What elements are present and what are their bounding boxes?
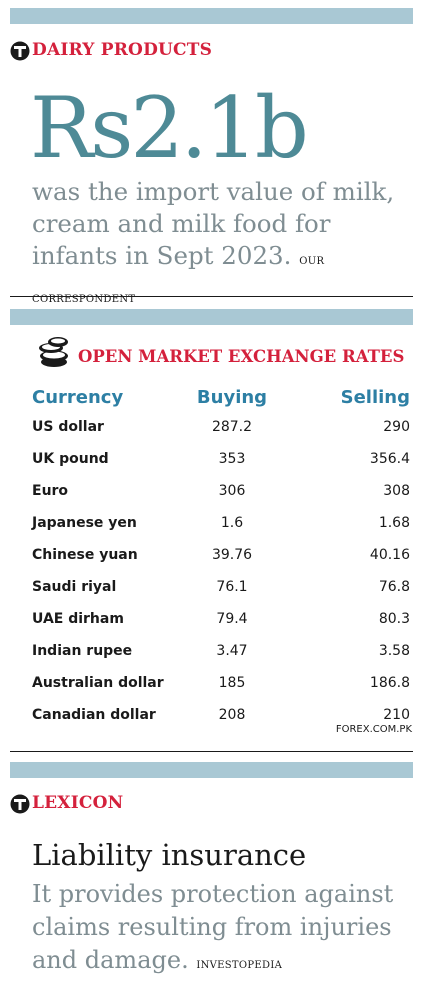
buying-rate: 306	[218, 483, 246, 499]
currency-name: UAE dirham	[32, 611, 124, 627]
table-row: Chinese yuan 39.76 40.16	[32, 539, 410, 571]
tribune-t-icon	[10, 41, 30, 61]
currency-name: US dollar	[32, 419, 104, 435]
section-band-exchange	[10, 309, 413, 325]
currency-name: Indian rupee	[32, 643, 133, 659]
selling-rate: 186.8	[369, 675, 410, 691]
selling-rate: 40.16	[369, 547, 410, 563]
column-header-selling: Selling	[340, 386, 410, 408]
exchange-source: FOREX.COM.PK	[335, 724, 412, 735]
table-row: Japanese yen 1.6 1.68	[32, 507, 410, 539]
buying-rate: 1.6	[220, 515, 244, 531]
dairy-credit: OUR CORRESPONDENT	[32, 256, 325, 305]
table-row: US dollar 287.2 290	[32, 411, 410, 443]
divider-1	[10, 296, 413, 297]
buying-rate: 76.1	[216, 579, 248, 595]
exchange-title: OPEN MARKET EXCHANGE RATES	[78, 347, 405, 366]
table-row: Euro 306 308	[32, 475, 410, 507]
section-band-lexicon	[10, 762, 413, 778]
dairy-description: was the import value of milk, cream and …	[32, 176, 417, 316]
selling-rate: 1.68	[378, 515, 410, 531]
dairy-kicker: DAIRY PRODUCTS	[32, 40, 213, 60]
selling-rate: 356.4	[369, 451, 410, 467]
lexicon-credit: INVESTOPEDIA	[196, 960, 283, 971]
dairy-figure: Rs2.1b	[30, 79, 309, 177]
currency-name: Australian dollar	[32, 675, 164, 691]
lexicon-definition-text: It provides protection against claims re…	[32, 880, 394, 974]
divider-2	[10, 751, 413, 752]
table-row: Indian rupee 3.47 3.58	[32, 635, 410, 667]
currency-name: Chinese yuan	[32, 547, 138, 563]
table-row: Canadian dollar 208 210	[32, 699, 410, 731]
tribune-t-icon	[10, 794, 30, 814]
table-row: Australian dollar 185 186.8	[32, 667, 410, 699]
section-band-dairy	[10, 8, 413, 24]
currency-name: Japanese yen	[32, 515, 137, 531]
currency-name: UK pound	[32, 451, 109, 467]
selling-rate: 76.8	[378, 579, 410, 595]
buying-rate: 353	[218, 451, 246, 467]
currency-name: Saudi riyal	[32, 579, 117, 595]
lexicon-term: Liability insurance	[32, 838, 307, 872]
currency-name: Canadian dollar	[32, 707, 156, 723]
buying-rate: 208	[218, 707, 246, 723]
lexicon-kicker: LEXICON	[32, 793, 124, 813]
selling-rate: 308	[383, 483, 410, 499]
selling-rate: 210	[383, 707, 410, 723]
buying-rate: 287.2	[211, 419, 253, 435]
dairy-description-text: was the import value of milk, cream and …	[32, 177, 395, 270]
buying-rate: 79.4	[216, 611, 248, 627]
exchange-rates-table: Currency Buying Selling US dollar 287.2 …	[32, 383, 410, 731]
selling-rate: 3.58	[378, 643, 410, 659]
currency-name: Euro	[32, 483, 69, 499]
lexicon-definition: It provides protection against claims re…	[32, 878, 422, 982]
buying-rate: 3.47	[216, 643, 248, 659]
table-row: Saudi riyal 76.1 76.8	[32, 571, 410, 603]
selling-rate: 290	[383, 419, 410, 435]
selling-rate: 80.3	[378, 611, 410, 627]
table-row: UK pound 353 356.4	[32, 443, 410, 475]
table-row: UAE dirham 79.4 80.3	[32, 603, 410, 635]
column-header-currency: Currency	[32, 386, 124, 408]
buying-rate: 185	[218, 675, 246, 691]
buying-rate: 39.76	[211, 547, 253, 563]
column-header-buying: Buying	[196, 386, 268, 408]
table-header-row: Currency Buying Selling	[32, 383, 410, 411]
coins-stack-icon	[39, 337, 68, 367]
